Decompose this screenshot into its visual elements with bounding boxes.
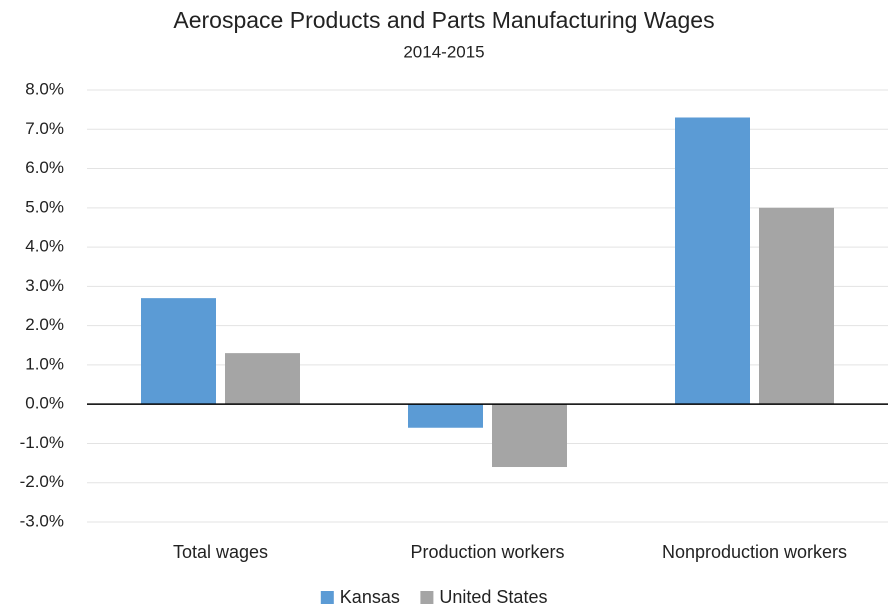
chart-title: Aerospace Products and Parts Manufacturi… bbox=[173, 7, 714, 33]
y-tick-label: 0.0% bbox=[25, 394, 64, 413]
y-tick-label: -1.0% bbox=[20, 433, 64, 452]
x-tick-label: Nonproduction workers bbox=[662, 542, 847, 562]
x-tick-label: Total wages bbox=[173, 542, 268, 562]
bar bbox=[492, 404, 567, 468]
y-tick-label: 1.0% bbox=[25, 354, 64, 373]
y-tick-label: 6.0% bbox=[25, 158, 64, 177]
y-tick-label: 8.0% bbox=[25, 79, 64, 98]
y-tick-label: 3.0% bbox=[25, 276, 64, 295]
bar bbox=[675, 117, 750, 405]
bar bbox=[759, 207, 834, 405]
bar bbox=[408, 404, 483, 428]
x-tick-label: Production workers bbox=[410, 542, 564, 562]
bar bbox=[141, 298, 216, 405]
y-tick-label: 5.0% bbox=[25, 197, 64, 216]
legend-swatch bbox=[420, 591, 434, 604]
legend-swatch bbox=[320, 591, 334, 604]
y-tick-label: 2.0% bbox=[25, 315, 64, 334]
chart-subtitle: 2014-2015 bbox=[403, 42, 484, 61]
legend-label: Kansas bbox=[340, 587, 400, 607]
y-tick-label: 7.0% bbox=[25, 119, 64, 138]
y-tick-label: -2.0% bbox=[20, 472, 64, 491]
y-tick-label: 4.0% bbox=[25, 237, 64, 256]
y-tick-label: -3.0% bbox=[20, 511, 64, 530]
bar bbox=[225, 353, 300, 405]
legend-label: United States bbox=[439, 587, 547, 607]
